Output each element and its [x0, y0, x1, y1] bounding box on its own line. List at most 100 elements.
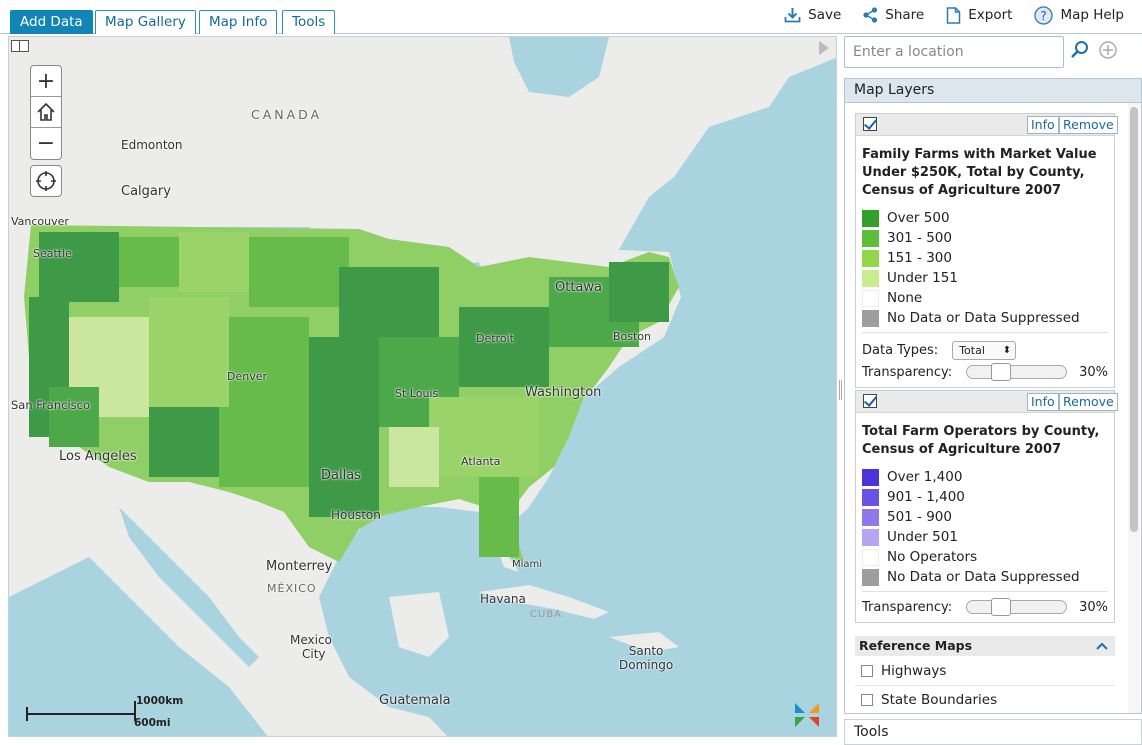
transparency-value: 30%	[1079, 599, 1108, 615]
label-guatemala: Guatemala	[379, 693, 451, 708]
legend-swatch	[862, 568, 879, 586]
gulf-of-california	[119, 507, 259, 667]
slider-knob[interactable]	[991, 363, 1012, 381]
add-location-icon[interactable]	[1098, 40, 1118, 60]
legend-swatch	[862, 289, 879, 307]
legend-label: 301 - 500	[887, 230, 952, 246]
tools-header[interactable]: Tools	[844, 719, 1142, 745]
label-washington: Washington	[525, 385, 602, 400]
download-icon	[784, 8, 801, 23]
share-label: Share	[885, 7, 925, 23]
legend-row: 151 - 300	[862, 248, 1108, 268]
map-view[interactable]: CANADA Edmonton Calgary Vancouver Seattl…	[8, 36, 837, 737]
label-santo-line1: Santo	[628, 644, 664, 658]
transparency-label: Transparency:	[862, 364, 953, 380]
legend-swatch	[862, 269, 879, 287]
label-santo-line2: Domingo	[619, 658, 674, 672]
land-canada	[9, 37, 836, 287]
map-layers-header[interactable]: Map Layers	[844, 78, 1142, 103]
toggle-panel-icon[interactable]	[11, 40, 29, 52]
layer2-transparency-slider[interactable]	[966, 598, 1068, 616]
layer1-transparency-row: Transparency: 30%	[856, 361, 1114, 383]
legend-label: 901 - 1,400	[887, 489, 965, 505]
layer1-info-button[interactable]: Info	[1027, 116, 1059, 134]
data-types-label: Data Types:	[862, 342, 939, 358]
action-bar: Save Share Export ? Map Help	[784, 4, 1124, 26]
legend-swatch	[862, 528, 879, 546]
label-st-louis: St Louis	[395, 387, 439, 400]
panel-splitter[interactable]	[839, 380, 842, 400]
label-santo-domingo: Santo Domingo	[619, 644, 673, 672]
locate-button[interactable]	[30, 165, 62, 197]
document-icon	[946, 6, 961, 24]
layer2-visibility-checkbox[interactable]	[863, 394, 877, 408]
help-icon: ?	[1034, 5, 1054, 25]
layer1-header: Info Remove	[856, 114, 1118, 136]
save-button[interactable]: Save	[784, 7, 841, 23]
save-label: Save	[808, 7, 842, 23]
legend-label: No Data or Data Suppressed	[887, 310, 1080, 326]
transparency-value: 30%	[1079, 364, 1108, 380]
zoom-control: + −	[30, 65, 62, 160]
legend-row: Under 151	[862, 268, 1108, 288]
legend-swatch	[862, 249, 879, 267]
hudson-bay	[509, 37, 609, 97]
scrollbar-thumb[interactable]	[1130, 107, 1138, 532]
tab-add-data[interactable]: Add Data	[10, 10, 93, 34]
zoom-in-button[interactable]: +	[31, 66, 61, 97]
collapse-arrow-icon[interactable]	[819, 41, 829, 55]
tab-tools[interactable]: Tools	[282, 10, 336, 34]
legend-label: Under 151	[887, 270, 958, 286]
legend-label: No Data or Data Suppressed	[887, 569, 1080, 585]
label-boston: Boston	[613, 330, 652, 343]
layer1-legend: Over 500 301 - 500 151 - 300 Under 151 N…	[856, 208, 1114, 328]
data-types-select[interactable]: Total	[952, 340, 1017, 360]
ref-item-state-boundaries[interactable]: State Boundaries	[861, 692, 997, 708]
label-atlanta: Atlanta	[461, 455, 501, 468]
highways-checkbox[interactable]	[861, 665, 873, 677]
pacific-coast-water	[9, 557, 268, 736]
layer2-title: Total Farm Operators by County, Census o…	[862, 424, 1100, 457]
legend-row: 901 - 1,400	[862, 487, 1108, 507]
chevron-up-icon[interactable]	[1095, 640, 1109, 652]
help-button[interactable]: ? Map Help	[1034, 5, 1124, 25]
legend-swatch	[862, 508, 879, 526]
help-label: Map Help	[1060, 7, 1124, 23]
scale-km: 1000km	[136, 695, 184, 707]
layer1-transparency-slider[interactable]	[966, 363, 1068, 381]
location-search-input[interactable]: Enter a location	[844, 36, 1064, 68]
legend-row: No Data or Data Suppressed	[862, 308, 1108, 328]
reference-maps-header[interactable]: Reference Maps	[855, 636, 1115, 656]
tab-map-info[interactable]: Map Info	[199, 10, 278, 34]
label-dallas: Dallas	[321, 468, 361, 483]
export-button[interactable]: Export	[946, 6, 1012, 24]
legend-label: Under 501	[887, 529, 958, 545]
label-detroit: Detroit	[476, 332, 514, 345]
zoom-out-button[interactable]: −	[36, 131, 56, 156]
label-canada: CANADA	[251, 107, 323, 122]
ref-item-highways[interactable]: Highways	[861, 663, 946, 679]
share-icon	[863, 7, 878, 23]
state-boundaries-checkbox[interactable]	[861, 694, 873, 706]
tab-map-gallery[interactable]: Map Gallery	[95, 10, 196, 34]
layer1-visibility-checkbox[interactable]	[863, 117, 877, 131]
home-button[interactable]	[31, 97, 61, 128]
label-calgary: Calgary	[121, 184, 171, 199]
layer1-remove-button[interactable]: Remove	[1059, 116, 1118, 134]
legend-swatch	[862, 548, 879, 566]
label-san-francisco: San Francisco	[11, 398, 91, 412]
search-icon[interactable]	[1070, 40, 1090, 60]
legend-row: 301 - 500	[862, 228, 1108, 248]
label-mexico-city-line2: City	[302, 647, 326, 661]
layer2-remove-button[interactable]: Remove	[1059, 393, 1118, 411]
layer2-info-button[interactable]: Info	[1027, 393, 1059, 411]
slider-knob[interactable]	[991, 598, 1012, 616]
cuba-land	[479, 585, 609, 619]
county-patches	[29, 232, 669, 557]
layer1-title: Family Farms with Market Value Under $25…	[862, 147, 1097, 198]
label-mexico-city-line1: Mexico	[290, 633, 332, 647]
share-button[interactable]: Share	[863, 7, 924, 23]
state-boundaries-label: State Boundaries	[881, 692, 998, 708]
legend-row: No Data or Data Suppressed	[862, 567, 1108, 587]
layer-family-farms: Info Remove Family Farms with Market Val…	[855, 113, 1118, 388]
